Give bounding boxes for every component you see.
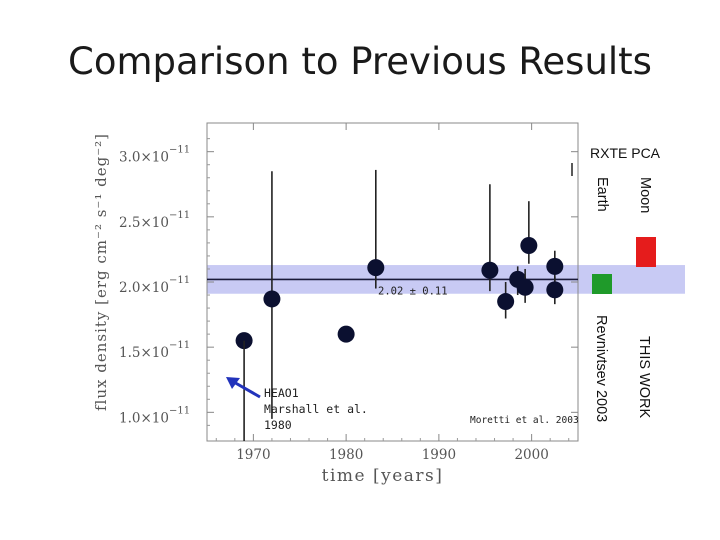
data-point [497, 293, 515, 311]
x-tick-label: 2000 [514, 447, 548, 463]
x-tick-label: 1970 [236, 447, 270, 463]
rxte-label: RXTE PCA [590, 145, 661, 161]
data-point [516, 278, 534, 296]
y-tick-label: 1.0×10−11 [119, 405, 190, 426]
hea01-label-line: 1980 [264, 418, 292, 432]
moon-label: Moon [637, 177, 653, 213]
y-tick-label: 2.5×10−11 [119, 210, 190, 231]
axis-ticks: 1970 1980 1990 2000 1.0×10−11 1.5×10−11 2.0×10… [119, 123, 578, 463]
revnivtsev-label: Revnivtsev 2003 [593, 315, 609, 422]
data-points [235, 169, 564, 441]
arrow-head [226, 377, 240, 389]
data-point [546, 257, 564, 275]
y-tick-label: 1.5×10−11 [119, 340, 190, 361]
hea01-label-line: Marshall et al. [264, 402, 368, 416]
arrow-shaft [231, 379, 261, 399]
hea01-arrow [226, 377, 261, 399]
moon-marker [636, 237, 656, 267]
data-point [337, 325, 355, 343]
x-tick-label: 1980 [329, 447, 363, 463]
data-point [367, 259, 385, 277]
earth-label: Earth [594, 177, 610, 212]
data-point [481, 261, 499, 279]
earth-marker [592, 274, 612, 294]
y-tick-label: 3.0×10−11 [119, 145, 190, 166]
data-point [520, 237, 538, 255]
x-axis-label: time [years] [322, 466, 444, 486]
hea01-label-line: HEAO1 [264, 386, 299, 400]
y-axis-label: flux density [erg cm⁻² s⁻¹ deg⁻²] [92, 133, 110, 411]
mean-label: 2.02 ± 0.11 [378, 285, 448, 297]
y-tick-label: 2.0×10−11 [119, 275, 190, 296]
data-point [546, 281, 564, 299]
slide-title: Comparison to Previous Results [68, 40, 652, 83]
moretti-label: Moretti et al. 2003 [470, 415, 579, 426]
hea01-annotation: HEAO1 Marshall et al. 1980 [264, 386, 368, 432]
data-point [263, 290, 281, 308]
x-tick-label: 1990 [422, 447, 456, 463]
this-work-label: THIS WORK [636, 336, 652, 418]
